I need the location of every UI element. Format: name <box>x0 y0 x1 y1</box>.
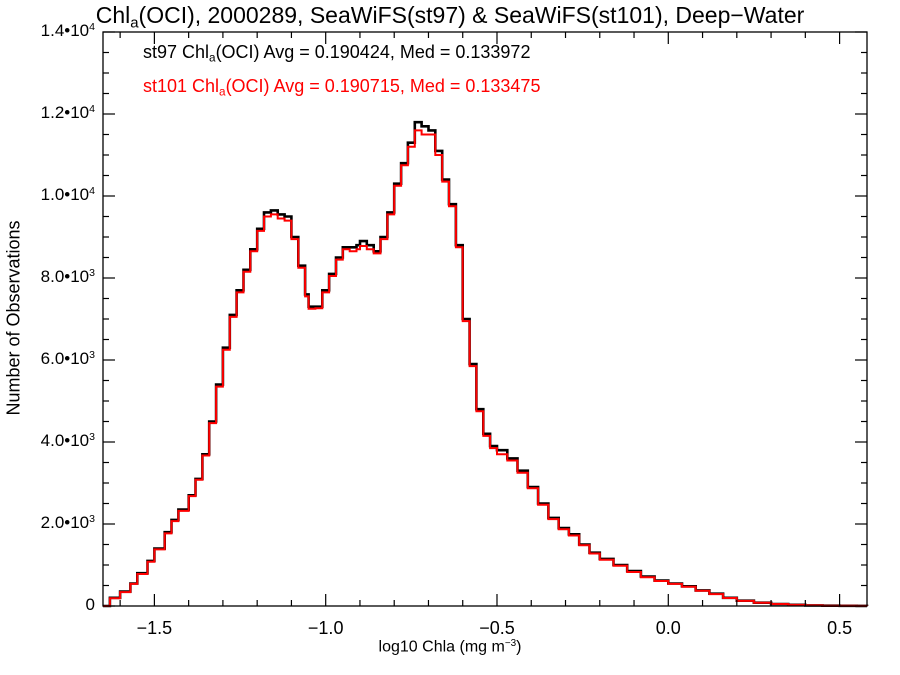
y-axis-label: Number of Observations <box>3 220 24 416</box>
y-tick-label: 6.0•103 <box>41 349 95 369</box>
y-tick-label: 1.4•104 <box>41 21 95 41</box>
y-tick-label-mantissa: 1.4•10 <box>40 21 90 40</box>
x-axis-label-text: log10 Chla (mg m <box>378 638 505 656</box>
y-tick-label-mantissa: 8.0•10 <box>40 267 90 286</box>
tick-layer <box>103 31 867 607</box>
y-tick-label: 2.0•103 <box>41 513 95 533</box>
y-tick-label-exponent: 3 <box>89 513 95 526</box>
chart-title-subscript: a <box>130 14 139 32</box>
legend-st101-subscript: a <box>219 85 226 99</box>
y-tick-label-exponent: 3 <box>89 267 95 280</box>
y-tick-label: 0 <box>86 595 95 615</box>
legend-st101-stats: (OCI) Avg = 0.190715, Med = 0.133475 <box>225 76 541 96</box>
y-tick-label-mantissa: 1.0•10 <box>40 185 90 204</box>
x-tick-label: 0.0 <box>655 618 681 638</box>
y-tick-label: 4.0•103 <box>41 431 95 451</box>
y-tick-label-exponent: 3 <box>89 349 95 362</box>
y-tick-label-exponent: 4 <box>89 21 95 34</box>
chart-title: Chla(OCI), 2000289, SeaWiFS(st97) & SeaW… <box>0 2 900 31</box>
series-line-st97 <box>103 120 869 608</box>
y-tick-label-exponent: 4 <box>89 103 95 116</box>
legend-entry-st97: st97 Chla(OCI) Avg = 0.190424, Med = 0.1… <box>143 42 530 65</box>
y-tick-label: 1.0•104 <box>41 185 95 205</box>
y-tick-label: 8.0•103 <box>41 267 95 287</box>
y-tick-label-mantissa: 2.0•10 <box>40 513 90 532</box>
legend-st101-text: st101 Chl <box>143 76 220 96</box>
legend-st97-text: st97 Chl <box>143 42 210 62</box>
x-axis-label-superscript: −3 <box>504 638 517 649</box>
y-tick-label-mantissa: 6.0•10 <box>40 349 90 368</box>
chart-title-part: Chl <box>95 2 131 28</box>
y-tick-label-mantissa: 4.0•10 <box>40 431 90 450</box>
x-tick-label: −1.5 <box>136 618 173 638</box>
x-tick-label: 0.5 <box>827 618 853 638</box>
x-tick-label: −0.5 <box>479 618 515 638</box>
y-tick-label-mantissa: 1.2•10 <box>40 103 90 122</box>
x-axis-label-close: ) <box>516 638 522 656</box>
series-layer <box>103 120 869 608</box>
y-tick-label: 1.2•104 <box>41 103 95 123</box>
legend-st97-subscript: a <box>209 51 216 65</box>
series-line-st101 <box>103 129 868 607</box>
y-tick-label-mantissa: 0 <box>85 595 95 614</box>
legend-entry-st101: st101 Chla(OCI) Avg = 0.190715, Med = 0.… <box>143 76 540 99</box>
legend-st97-stats: (OCI) Avg = 0.190424, Med = 0.133972 <box>215 42 531 62</box>
y-tick-label-exponent: 3 <box>89 431 95 444</box>
chart-title-rest: (OCI), 2000289, SeaWiFS(st97) & SeaWiFS(… <box>138 2 805 28</box>
x-axis-label: log10 Chla (mg m−3) <box>0 638 900 656</box>
plot-frame <box>102 31 868 607</box>
x-tick-label: −1.0 <box>307 618 344 638</box>
y-tick-label-exponent: 4 <box>89 185 95 198</box>
